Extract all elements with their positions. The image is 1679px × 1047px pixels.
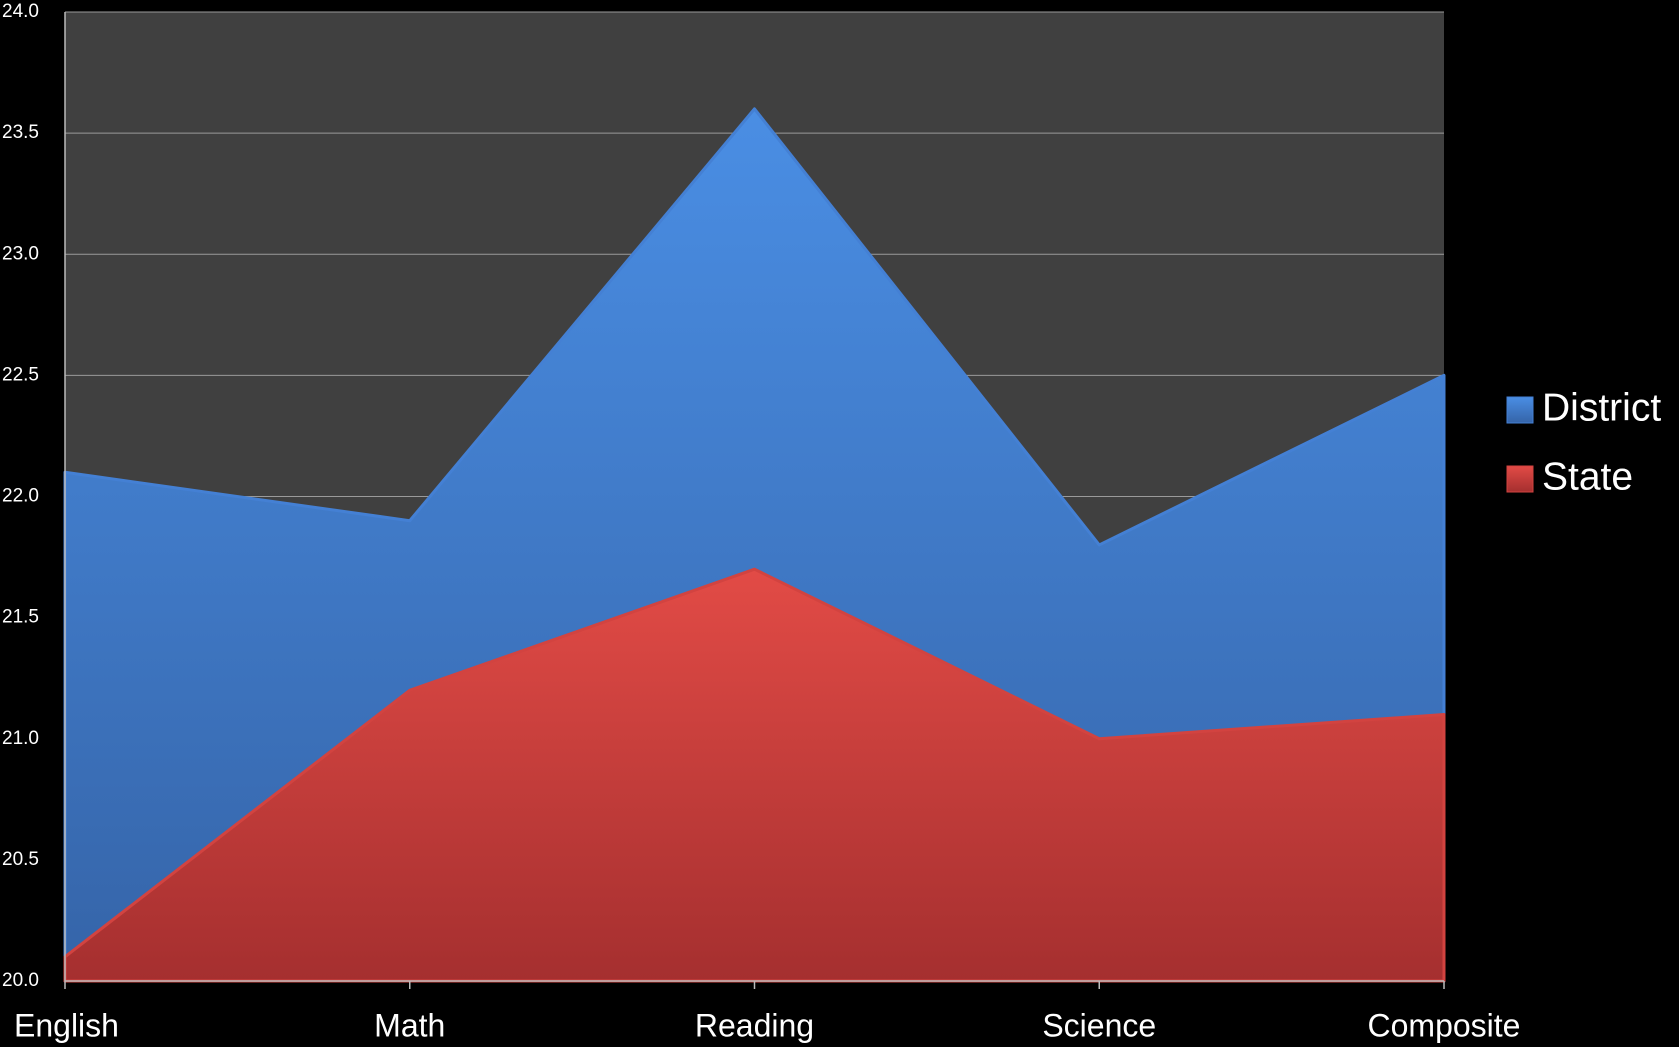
y-tick-label: 21.5 bbox=[2, 607, 39, 628]
y-tick-label: 20.0 bbox=[2, 970, 39, 991]
area bbox=[63, 567, 1446, 983]
x-tick-label: Science bbox=[1042, 1007, 1156, 1043]
legend-label: State bbox=[1542, 455, 1633, 498]
x-tick-label: Math bbox=[374, 1007, 445, 1043]
legend-label: District bbox=[1542, 386, 1661, 429]
x-tick-label: Reading bbox=[695, 1007, 814, 1043]
x-tick-label: English bbox=[14, 1007, 119, 1043]
x-tick-label: Composite bbox=[1368, 1007, 1521, 1043]
legend-swatch bbox=[1506, 396, 1534, 424]
legend-swatch bbox=[1506, 465, 1534, 493]
y-tick-label: 22.5 bbox=[2, 364, 39, 385]
y-tick-label: 23.0 bbox=[2, 243, 39, 264]
y-tick-label: 24.0 bbox=[2, 1, 39, 22]
y-tick-label: 23.5 bbox=[2, 122, 39, 143]
y-tick-label: 22.0 bbox=[2, 486, 39, 507]
y-tick-label: 21.0 bbox=[2, 728, 39, 749]
y-tick-label: 20.5 bbox=[2, 849, 39, 870]
